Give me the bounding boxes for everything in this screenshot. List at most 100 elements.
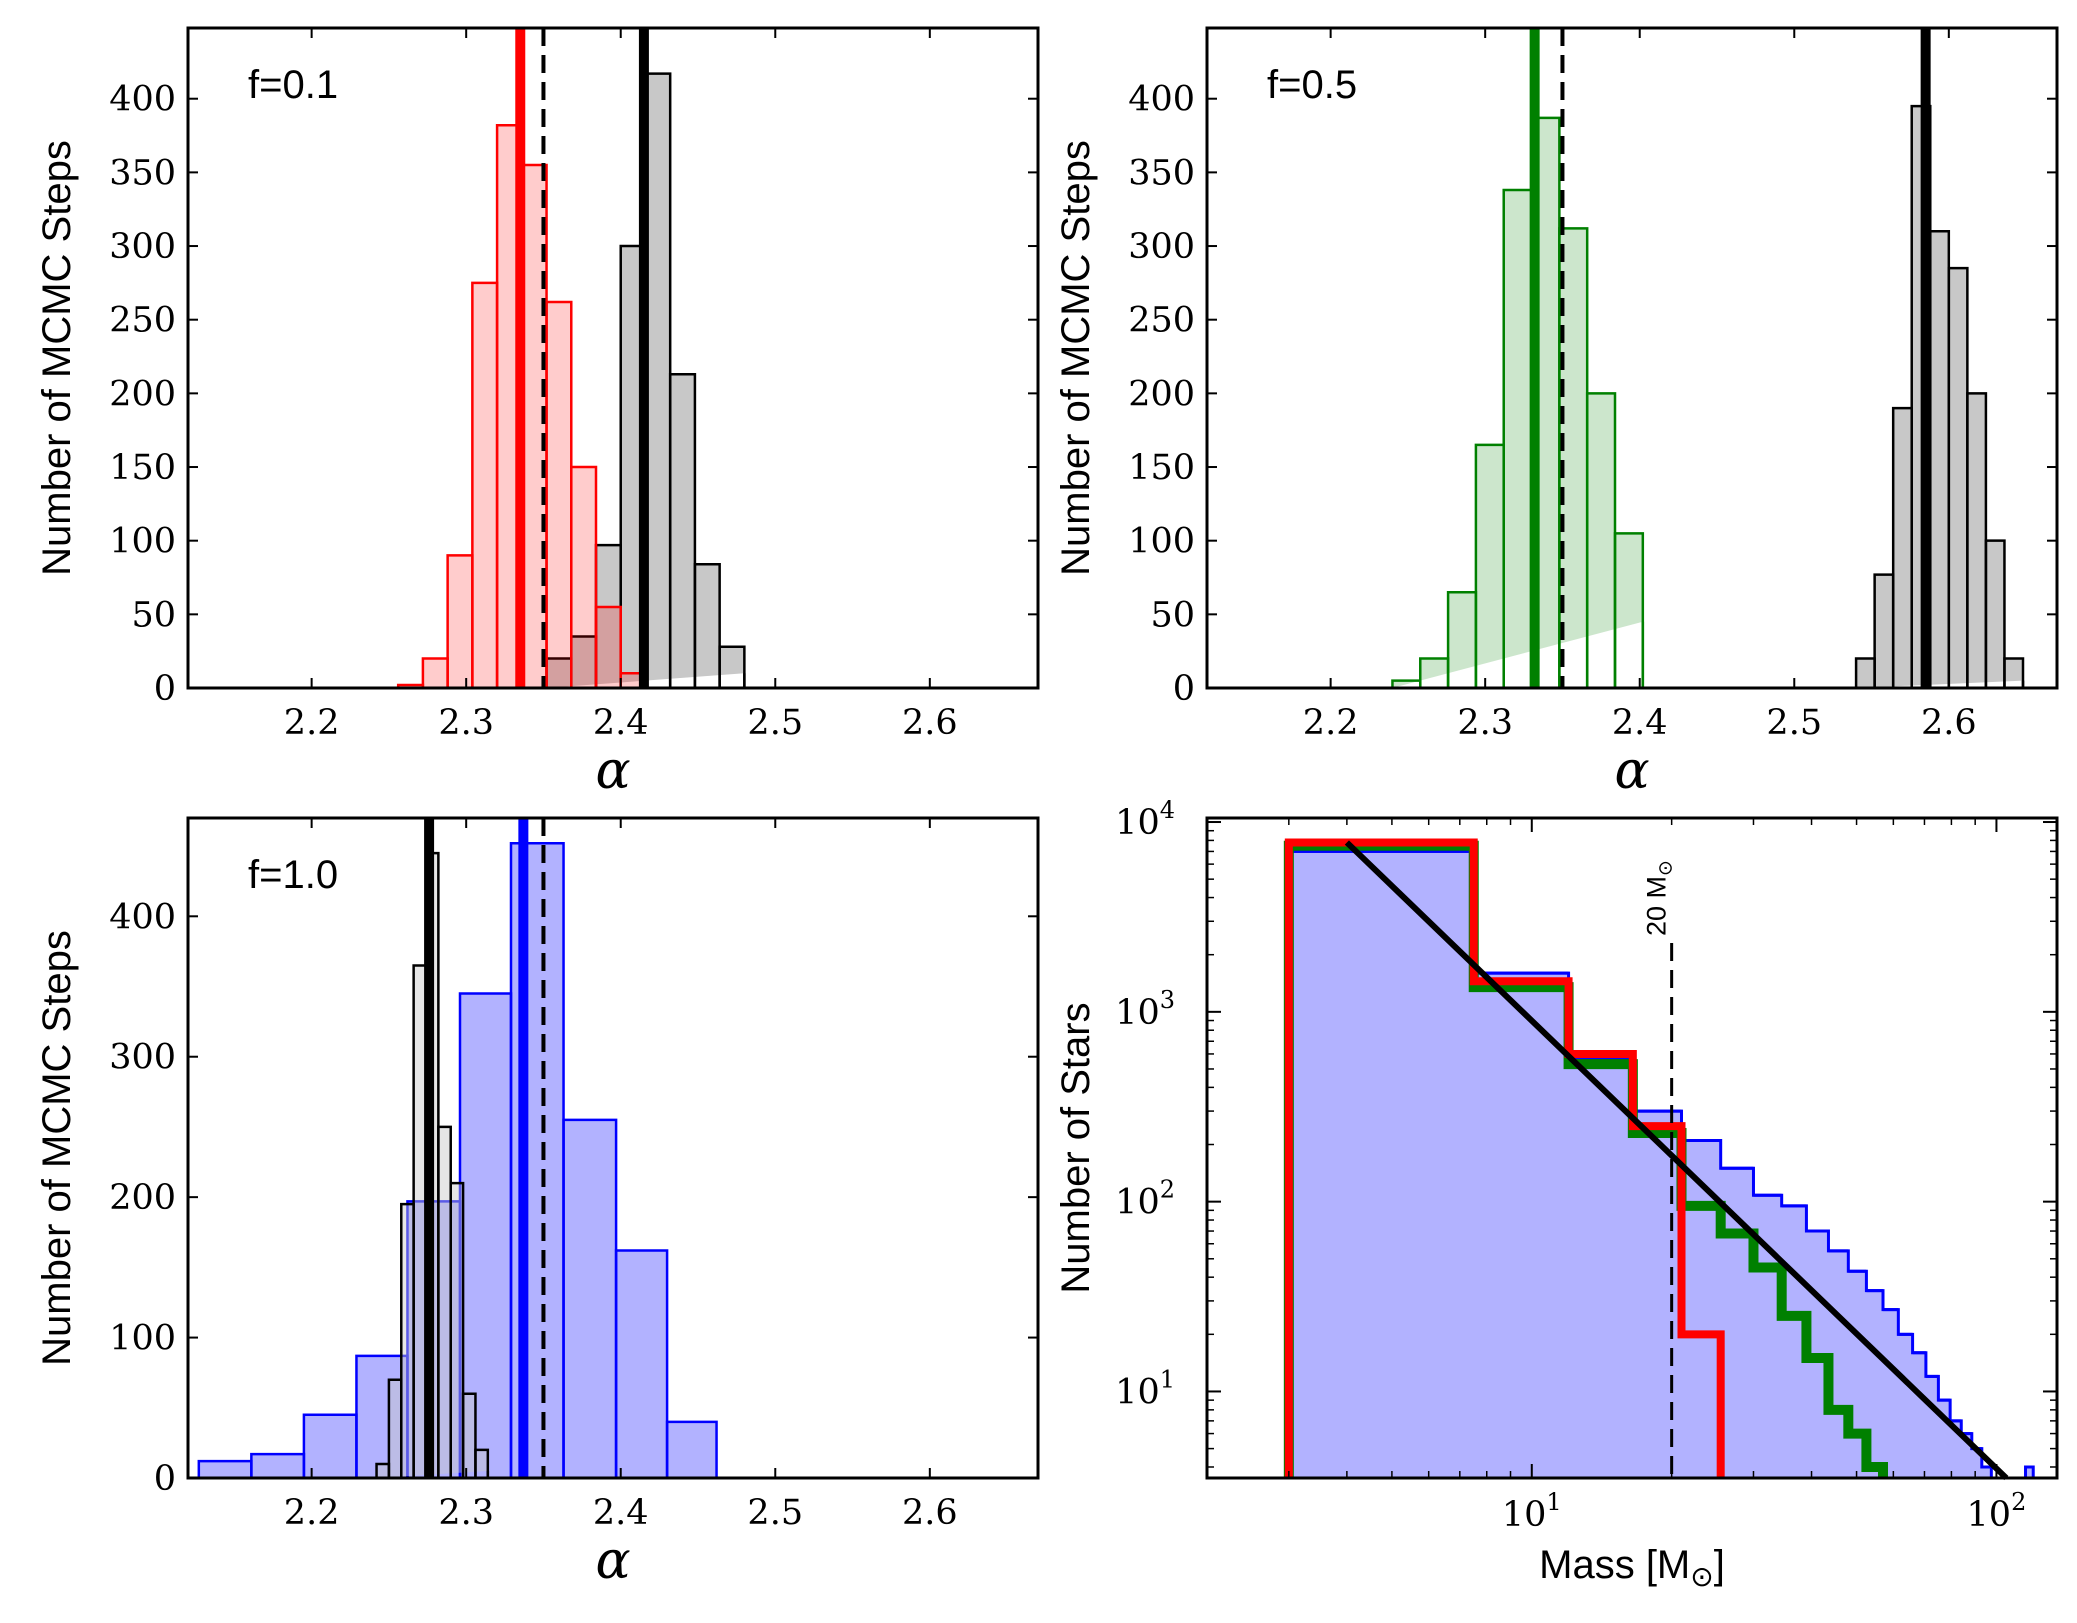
- y-axis-label: Number of MCMC Steps: [35, 930, 79, 1366]
- tick-base: 10: [1502, 1495, 1547, 1535]
- histogram-bar: [693, 563, 721, 688]
- y-tick-label: 200: [109, 374, 176, 414]
- x-tick-label: 101: [1502, 1488, 1562, 1535]
- y-tick-label: 100: [109, 522, 176, 562]
- tick-exponent: 4: [1160, 796, 1175, 824]
- histogram-gray: [1854, 104, 2025, 688]
- y-tick-label: 100: [1128, 522, 1195, 562]
- y-tick-label: 300: [1128, 227, 1195, 267]
- mass-limit-label-text: 20 M: [1642, 876, 1672, 936]
- y-tick-label: 0: [154, 1459, 176, 1499]
- tick-base: 10: [1115, 1372, 1160, 1412]
- x-axis-label: α: [595, 1531, 630, 1591]
- tick-exponent: 3: [1160, 986, 1175, 1014]
- y-tick-label: 0: [1173, 669, 1195, 709]
- histogram-bar: [570, 465, 598, 688]
- y-tick-label: 200: [109, 1178, 176, 1218]
- tick-base: 10: [1115, 1183, 1160, 1223]
- x-tick-label: 2.2: [284, 703, 340, 743]
- panel-p3: 2.2 2.3 2.4 2.5 2.6 0 100 200 300 400 f=1.0 α Number…: [35, 816, 1040, 1591]
- panel-annotation: f=0.5: [1267, 63, 1357, 107]
- y-tick-label: 104: [1115, 796, 1175, 843]
- y-axis-label: Number of Stars: [1054, 1002, 1098, 1293]
- panel-p1: 2.2 2.3 2.4 2.5 2.6 0 50 100 150 200 250 300 350 400 f…: [35, 26, 1040, 801]
- sun-symbol: ⊙: [1690, 1561, 1713, 1592]
- tick-exponent: 2: [1160, 1176, 1175, 1204]
- x-tick-label: 2.2: [1303, 703, 1359, 743]
- power-law-fit-line: [1344, 840, 2009, 1481]
- sun-symbol: ⊙: [1656, 860, 1677, 876]
- tick-exponent: 1: [1160, 1365, 1175, 1393]
- y-tick-label: 350: [1128, 153, 1195, 193]
- y-tick-label: 50: [131, 595, 176, 635]
- y-tick-label: 100: [109, 1319, 176, 1359]
- y-tick-label: 250: [109, 301, 176, 341]
- x-tick-label: 2.3: [1457, 703, 1513, 743]
- y-tick-label: 102: [1115, 1176, 1175, 1223]
- histogram-outline-red: [1284, 838, 1725, 1478]
- histogram-blue: [1287, 849, 2035, 1480]
- x-tick-label: 2.4: [1612, 703, 1668, 743]
- x-tick-label: 2.5: [747, 1493, 803, 1533]
- x-axis-label: Mass [M⊙]: [1539, 1543, 1725, 1592]
- y-tick-label: 150: [1128, 448, 1195, 488]
- x-axis-label: α: [1614, 741, 1649, 801]
- histogram-bar: [461, 1392, 477, 1478]
- x-axis-label-text: Mass [M: [1539, 1543, 1690, 1587]
- histogram-bar: [449, 1181, 465, 1478]
- y-tick-label: 400: [109, 897, 176, 937]
- y-tick-label: 0: [154, 669, 176, 709]
- y-tick-label: 200: [1128, 374, 1195, 414]
- y-tick-label: 150: [109, 448, 176, 488]
- panel-annotation: f=0.1: [248, 63, 338, 107]
- histogram-blue: [197, 842, 718, 1478]
- histogram-bar: [668, 372, 697, 688]
- histogram-bar: [2003, 657, 2025, 688]
- x-tick-label: 2.6: [902, 1493, 958, 1533]
- x-tick-label: 2.5: [747, 703, 803, 743]
- histogram-fill-gray: [1856, 106, 2023, 688]
- histogram-bar: [614, 1249, 669, 1478]
- y-tick-label: 103: [1115, 986, 1175, 1033]
- histogram-outline-blue: [1287, 849, 2035, 1480]
- panel-p2: 2.2 2.3 2.4 2.5 2.6 0 50 100 150 200 250 300 350 400 f…: [1054, 26, 2059, 801]
- histogram-fill-green: [1392, 117, 1643, 688]
- x-tick-label: 2.4: [593, 703, 649, 743]
- x-tick-label: 2.3: [438, 703, 494, 743]
- x-tick-label: 102: [1967, 1488, 2027, 1535]
- histogram-fill-blue: [1288, 851, 2034, 1478]
- x-axis-label-close: ]: [1714, 1543, 1725, 1587]
- axes-frame: [186, 816, 1040, 1480]
- y-tick-label: 400: [1128, 80, 1195, 120]
- y-tick-label: 101: [1115, 1365, 1175, 1412]
- y-tick-label: 300: [109, 1038, 176, 1078]
- y-axis-label: Number of MCMC Steps: [1054, 140, 1098, 576]
- y-axis-label: Number of MCMC Steps: [35, 140, 79, 576]
- histogram-bar: [1613, 532, 1645, 688]
- histogram-red: [1284, 838, 1725, 1478]
- tick-exponent: 2: [2011, 1488, 2026, 1516]
- x-tick-label: 2.6: [902, 703, 958, 743]
- tick-exponent: 1: [1546, 1488, 1561, 1516]
- y-tick-label: 50: [1150, 595, 1195, 635]
- mass-limit-label: 20 M⊙: [1642, 860, 1677, 936]
- histogram-bar: [594, 605, 622, 688]
- axes-frame: [1205, 26, 2059, 690]
- histogram-fill-blue: [198, 843, 717, 1478]
- x-axis-label: α: [595, 741, 630, 801]
- histogram-bar: [1984, 539, 2006, 688]
- x-tick-label: 2.3: [438, 1493, 494, 1533]
- x-tick-label: 2.4: [593, 1493, 649, 1533]
- tick-base: 10: [1115, 803, 1160, 843]
- x-tick-label: 2.6: [1921, 703, 1977, 743]
- axes-frame: [1205, 816, 2059, 1480]
- y-tick-label: 350: [109, 153, 176, 193]
- histogram-bar: [718, 645, 746, 688]
- histogram-bar: [474, 1448, 490, 1478]
- tick-base: 10: [1115, 993, 1160, 1033]
- y-tick-label: 250: [1128, 301, 1195, 341]
- histogram-green: [1391, 116, 1645, 688]
- panel-annotation: f=1.0: [248, 853, 338, 897]
